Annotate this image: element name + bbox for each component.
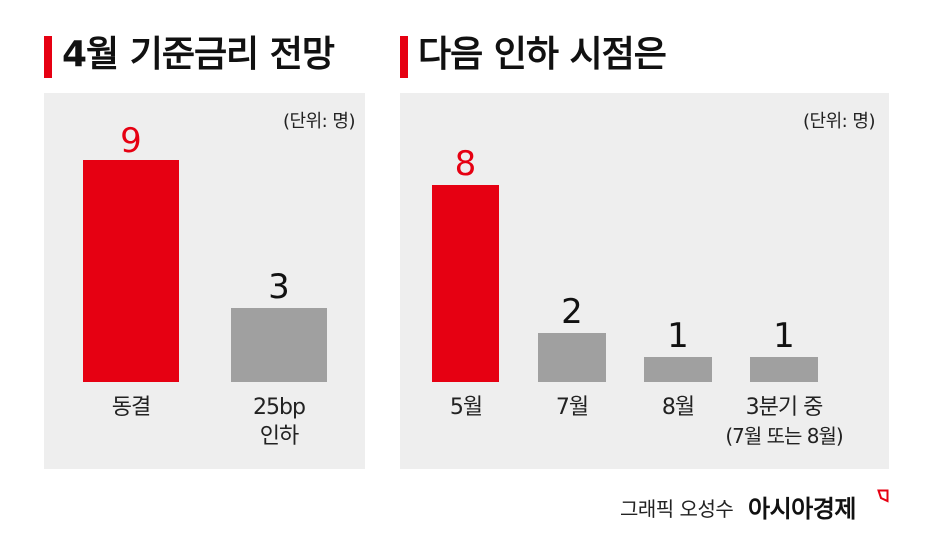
right-title-accent [400,36,408,78]
bar-label-cut-25bp-line1: 25bp [253,395,306,420]
graphic-credit: 그래픽 오성수 [620,497,734,521]
bar-value-q3: 1 [773,316,795,356]
bar-may [432,185,499,382]
bar-value-cut-25bp: 3 [268,267,290,307]
right-chart-title: 다음 인하 시점은 [418,34,667,75]
left-title-accent [44,36,52,78]
bar-label-q3-line2: (7월 또는 8월) [725,424,843,448]
bar-value-july: 2 [561,292,583,332]
bar-july [538,333,606,382]
bar-label-july: 7월 [555,395,589,420]
left-unit-label: (단위: 명) [282,111,356,132]
brand-logo-icon [877,489,889,503]
bar-label-cut-25bp-line2: 인하 [259,424,299,449]
bar-label-august: 8월 [661,395,695,420]
bar-value-freeze: 9 [120,121,142,161]
right-unit-label: (단위: 명) [802,111,876,132]
bar-label-q3-line1: 3분기 중 [745,395,824,420]
bar-freeze [83,160,179,382]
left-chart-title: 4월 기준금리 전망 [62,34,335,75]
bar-q3 [750,357,818,382]
brand-logo-text: 아시아경제 [748,495,856,523]
bar-label-freeze: 동결 [111,395,151,420]
bar-label-may: 5월 [449,395,483,420]
bar-august [644,357,712,382]
bar-value-may: 8 [454,144,477,184]
bar-cut-25bp [231,308,327,382]
bar-value-august: 1 [667,316,689,356]
